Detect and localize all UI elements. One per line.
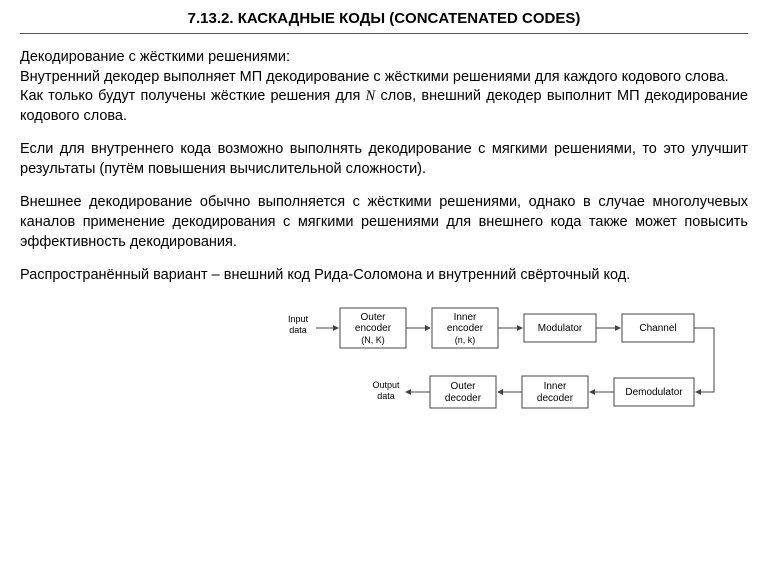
- block-diagram: Input data Outer encoder (N, K) Inner en…: [20, 300, 748, 425]
- page-title: 7.13.2. КАСКАДНЫЕ КОДЫ (CONCATENATED COD…: [20, 10, 748, 34]
- outer-enc-l3: (N, K): [361, 335, 385, 345]
- modulator-label: Modulator: [538, 323, 583, 334]
- channel-label: Channel: [639, 323, 676, 334]
- input-label-1: Input: [288, 314, 309, 324]
- inner-enc-l3: (n, k): [455, 335, 476, 345]
- para-1c-before: Как только будут получены жёсткие решени…: [20, 88, 366, 104]
- inner-enc-l2: encoder: [447, 323, 484, 334]
- outer-enc-l1: Outer: [360, 312, 386, 323]
- output-label-2: data: [377, 391, 395, 401]
- para-1a: Декодирование с жёсткими решениями:: [20, 48, 748, 68]
- para-1b: Внутренний декодер выполняет МП декодиро…: [20, 68, 748, 88]
- inner-dec-l1: Inner: [544, 381, 567, 392]
- para-1c: Как только будут получены жёсткие решени…: [20, 87, 748, 126]
- arrow-down: [694, 328, 714, 392]
- para-2: Если для внутреннего кода возможно выпол…: [20, 140, 748, 179]
- para-1c-n: N: [366, 88, 376, 104]
- inner-enc-l1: Inner: [454, 312, 477, 323]
- outer-enc-l2: encoder: [355, 323, 392, 334]
- output-label-1: Output: [372, 380, 400, 390]
- inner-dec-l2: decoder: [537, 393, 574, 404]
- para-3: Внешнее декодирование обычно выполняется…: [20, 193, 748, 252]
- para-4: Распространённый вариант – внешний код Р…: [20, 266, 748, 286]
- input-label-2: data: [289, 325, 307, 335]
- outer-dec-l1: Outer: [450, 381, 476, 392]
- demod-label: Demodulator: [625, 387, 683, 398]
- outer-dec-l2: decoder: [445, 393, 482, 404]
